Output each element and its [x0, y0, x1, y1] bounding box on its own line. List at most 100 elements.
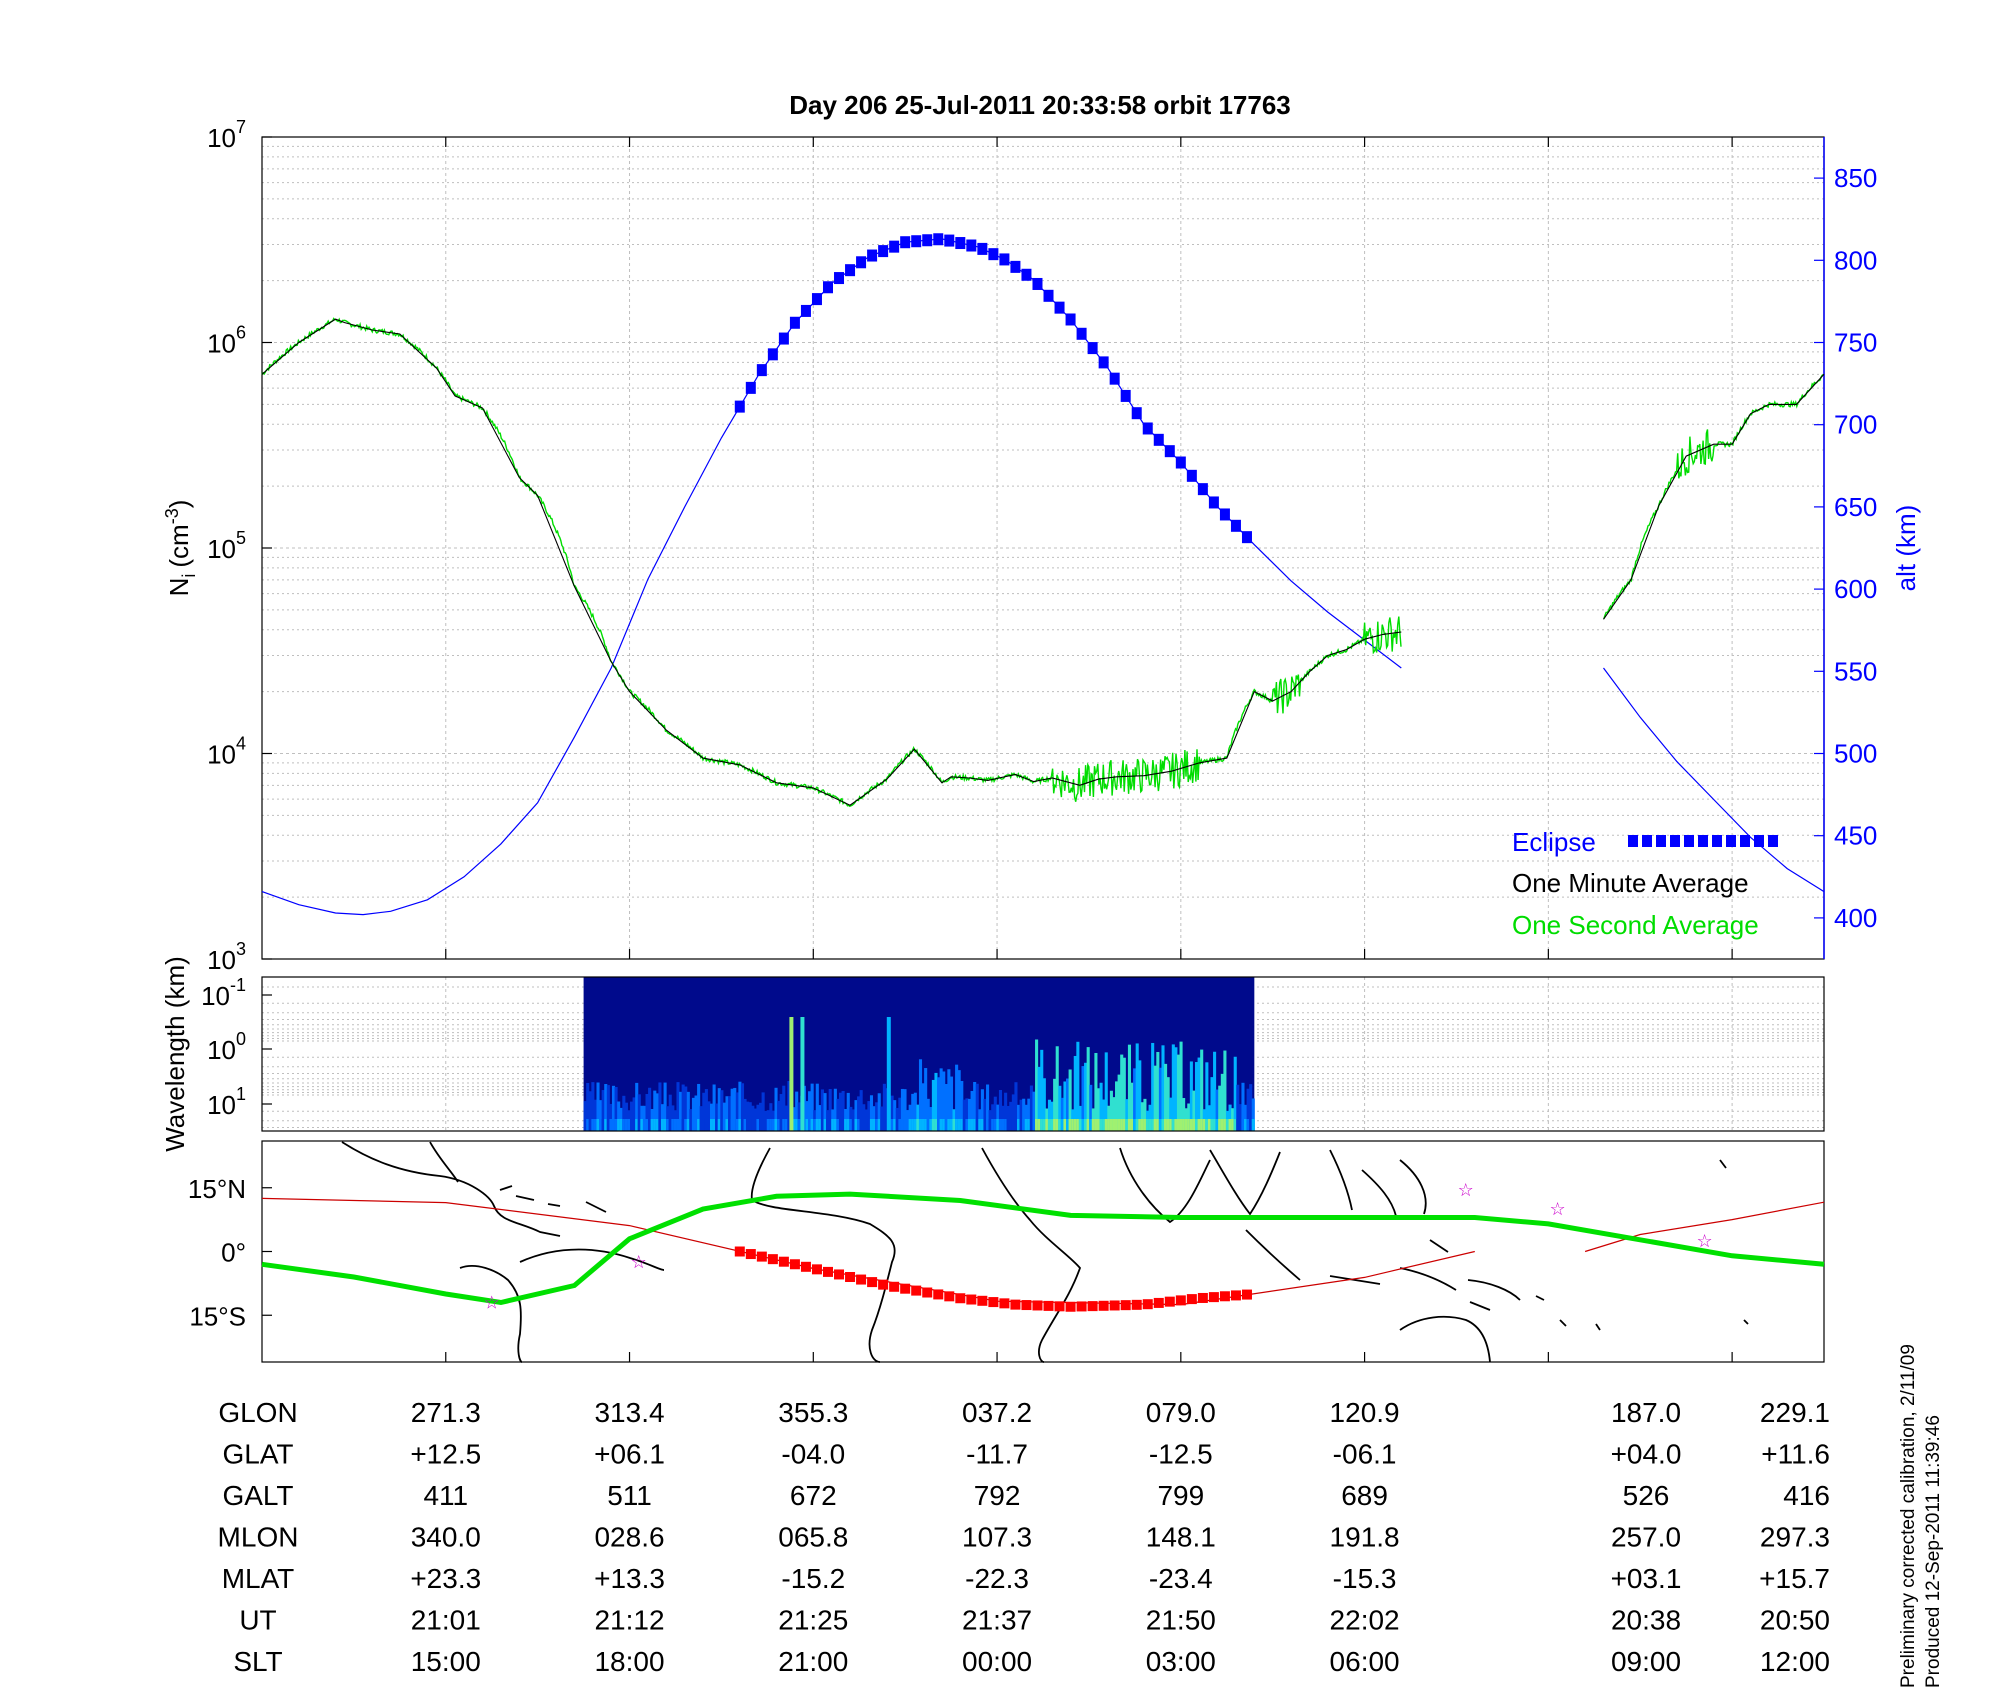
spectrogram-base [851, 1119, 855, 1131]
density-ylabel-sup: -3 [162, 508, 182, 524]
spectrogram-column [642, 1105, 647, 1131]
spectrogram-base [1001, 1119, 1005, 1131]
table-cell: 12:00 [1760, 1646, 1830, 1677]
one-minute-average-line [261, 318, 1825, 806]
spectrogram-column [1182, 1098, 1186, 1131]
spectrogram-base [650, 1119, 654, 1131]
spectrogram-column [916, 1104, 920, 1131]
spectrogram-column [1086, 1047, 1090, 1131]
spectrogram-base [1117, 1119, 1121, 1131]
eclipse-marker [933, 233, 944, 246]
spectrogram-base [761, 1119, 765, 1131]
spectrogram-column [663, 1082, 667, 1131]
eclipse-track-marker [789, 1259, 800, 1270]
spectrogram-panel: 10-1 100 101 Wavelength (km) [160, 956, 1825, 1152]
spectrogram-base [826, 1119, 830, 1131]
spectrogram-base [944, 1119, 948, 1131]
spectrogram-base [655, 1119, 659, 1131]
spectrogram-column [1063, 1081, 1067, 1131]
spectrogram-column [1164, 1063, 1168, 1131]
spectrogram-column [1050, 1101, 1054, 1131]
spectrogram-column [1125, 1099, 1129, 1131]
spectrogram-base [1174, 1119, 1178, 1131]
spectrogram-base [1104, 1119, 1108, 1131]
spectrogram-y-tick-label: 100 [207, 1029, 246, 1065]
eclipse-marker [745, 381, 756, 394]
spectrogram-base [735, 1119, 739, 1131]
spectrogram-base [965, 1119, 969, 1131]
spectrogram-column [1246, 1088, 1250, 1131]
legend: Eclipse One Minute Average One Second Av… [1512, 827, 1778, 940]
legend-one-second-label: One Second Average [1512, 910, 1759, 940]
spectrogram-base [617, 1119, 621, 1131]
spectrogram-base [813, 1119, 817, 1131]
spectrogram-base [738, 1119, 742, 1131]
spectrogram-base [1004, 1119, 1008, 1131]
one-second-average-line [261, 317, 1824, 808]
map-y-tick-label: 0° [221, 1238, 246, 1268]
spectrogram-base [937, 1119, 941, 1131]
spectrogram-column [1040, 1049, 1044, 1131]
spectrogram-column [942, 1071, 946, 1131]
spectrogram-base [1078, 1119, 1082, 1131]
spectrogram-base [1091, 1119, 1095, 1131]
table-cell: 09:00 [1611, 1646, 1681, 1677]
eclipse-track-marker [756, 1251, 767, 1262]
spectrogram-base [591, 1119, 595, 1131]
spectrogram-column [1089, 1084, 1093, 1131]
table-cell: 229.1 [1760, 1397, 1830, 1428]
spectrogram-column [1215, 1089, 1219, 1131]
density-grid [262, 145, 1824, 898]
spectrogram-base [720, 1119, 724, 1131]
spectrogram-base [1109, 1119, 1113, 1131]
spectrogram-base [1081, 1119, 1085, 1131]
spectrogram-base [1143, 1119, 1147, 1131]
spectrogram-base [601, 1119, 605, 1131]
table-row-label: MLAT [222, 1563, 295, 1594]
spectrogram-column [622, 1095, 626, 1131]
spectrogram-base [733, 1119, 737, 1131]
star-marker: ☆ [1549, 1199, 1565, 1219]
spectrogram-base [681, 1119, 685, 1131]
spectrogram-base [1244, 1119, 1248, 1131]
spectrogram-column [1153, 1065, 1157, 1131]
eclipse-track-marker [1142, 1299, 1153, 1310]
spectrogram-base [715, 1119, 719, 1131]
spectrogram-base [1145, 1119, 1150, 1131]
eclipse-track-marker [878, 1279, 889, 1290]
spectrogram-base [645, 1119, 649, 1131]
spectrogram-column [630, 1101, 634, 1131]
spectrogram-column [965, 1098, 969, 1131]
spectrogram-base [728, 1119, 732, 1131]
spectrogram-base [676, 1119, 680, 1131]
eclipse-track-marker [834, 1269, 845, 1280]
spectrogram-base [864, 1119, 868, 1131]
table-cell: +12.5 [410, 1439, 481, 1470]
map-y-ticks: 15°N 0° 15°S [188, 1174, 1733, 1362]
spectrogram-base [622, 1119, 626, 1131]
spectrogram-column [1016, 1104, 1021, 1131]
spectrogram-base [1161, 1119, 1165, 1131]
spectrogram-column [699, 1106, 703, 1131]
spectrogram-base [596, 1119, 600, 1131]
spectrogram-column [898, 1097, 902, 1131]
spectrogram-column [808, 1091, 812, 1131]
spectrogram-base [1063, 1119, 1067, 1131]
spectrogram-column [730, 1088, 734, 1131]
spectrogram-column [1228, 1104, 1232, 1131]
spectrogram-column [1053, 1078, 1057, 1131]
spectrogram-base [1184, 1119, 1188, 1131]
eclipse-track-marker [1010, 1299, 1021, 1310]
spectrogram-base [1218, 1119, 1222, 1131]
spectrogram-column [838, 1092, 843, 1131]
spectrogram-base [882, 1119, 886, 1131]
eclipse-track-marker [889, 1281, 900, 1292]
table-cell: 511 [607, 1480, 652, 1511]
spectrogram-column [1138, 1060, 1142, 1131]
coast-caribbean [499, 1185, 607, 1213]
spectrogram-base [1096, 1119, 1101, 1131]
eclipse-marker [911, 235, 922, 248]
spectrogram-column [769, 1103, 773, 1131]
eclipse-marker [955, 237, 966, 250]
legend-eclipse-square [1684, 835, 1694, 847]
